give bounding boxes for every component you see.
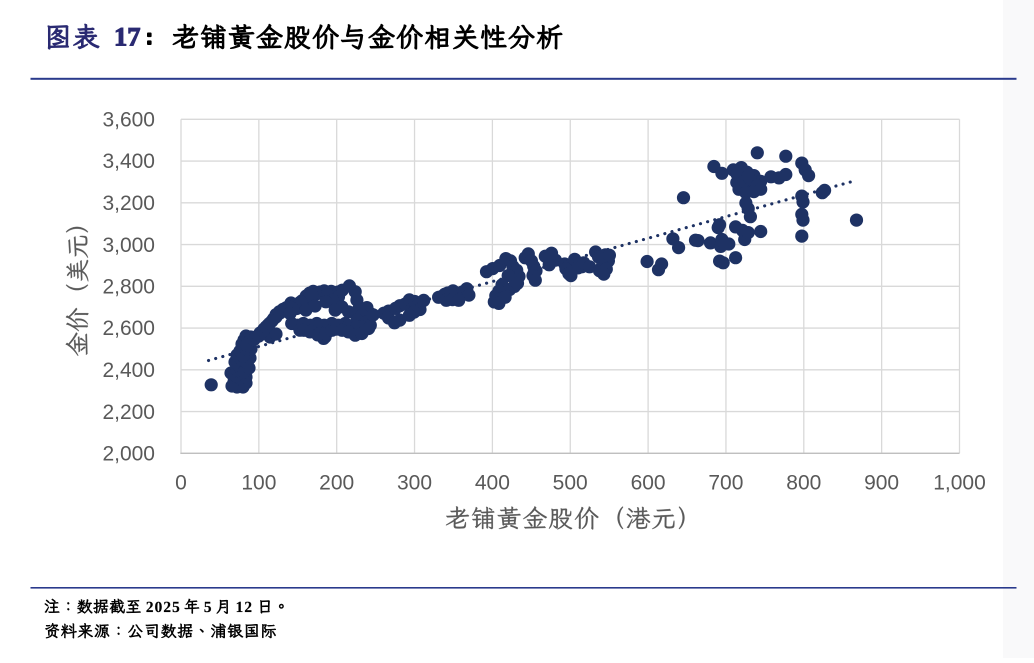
svg-text:900: 900: [864, 472, 899, 495]
svg-text:3,200: 3,200: [102, 192, 155, 215]
svg-text:3,600: 3,600: [102, 109, 155, 132]
svg-text:2,400: 2,400: [102, 359, 155, 382]
svg-text:2,200: 2,200: [102, 401, 155, 424]
svg-text:200: 200: [319, 472, 354, 495]
svg-text:600: 600: [631, 472, 666, 495]
svg-text:3,000: 3,000: [102, 234, 155, 257]
svg-text:400: 400: [475, 472, 510, 495]
svg-text:700: 700: [708, 472, 743, 495]
svg-text:2,600: 2,600: [102, 317, 155, 340]
svg-text:800: 800: [786, 472, 821, 495]
svg-text:3,400: 3,400: [102, 150, 155, 173]
svg-text:0: 0: [175, 472, 187, 495]
svg-text:500: 500: [553, 472, 588, 495]
svg-text:2,000: 2,000: [102, 443, 155, 466]
svg-text:2,800: 2,800: [102, 276, 155, 299]
svg-text:300: 300: [397, 472, 432, 495]
svg-text:100: 100: [241, 472, 276, 495]
svg-text:1,000: 1,000: [933, 472, 986, 495]
